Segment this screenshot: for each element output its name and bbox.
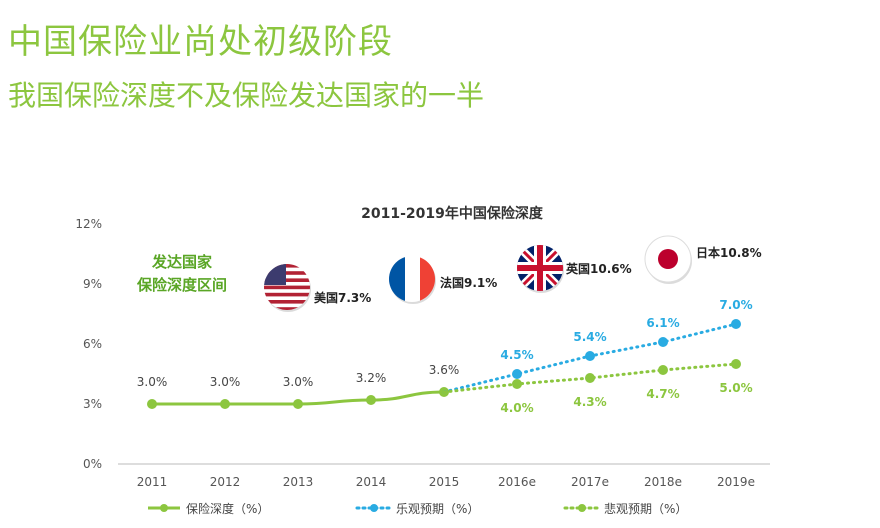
legend-item-base: 保险深度（%） — [148, 501, 269, 516]
data-point — [585, 373, 595, 383]
legend-item-pessimistic: 悲观预期（%） — [563, 501, 687, 516]
slide-title: 中国保险业尚处初级阶段 — [8, 22, 393, 62]
x-tick-label: 2016e — [498, 475, 536, 489]
data-label: 4.3% — [573, 395, 606, 409]
japan-flag — [644, 235, 692, 284]
data-point — [366, 395, 376, 405]
slide-subtitle: 我国保险深度不及保险发达国家的一半 — [8, 79, 485, 112]
data-point — [293, 399, 303, 409]
legend-item-optimistic: 乐观预期（%） — [355, 502, 479, 516]
data-point — [220, 399, 230, 409]
y-tick-label: 6% — [83, 337, 102, 351]
data-point — [512, 379, 522, 389]
x-tick-label: 2015 — [429, 475, 460, 489]
data-label: 6.1% — [646, 316, 679, 330]
x-tick-label: 2011 — [137, 475, 168, 489]
data-label: 4.5% — [500, 348, 533, 362]
data-point — [147, 399, 157, 409]
legend-label: 悲观预期（%） — [604, 501, 687, 516]
data-label: 3.2% — [356, 371, 387, 385]
country-label-usa: 美国7.3% — [314, 290, 371, 305]
band-label-line-2: 保险深度区间 — [136, 276, 227, 294]
data-point — [512, 369, 522, 379]
y-tick-label: 0% — [83, 457, 102, 471]
x-tick-label: 2017e — [571, 475, 609, 489]
x-tick-label: 2019e — [717, 475, 755, 489]
x-axis-ticks: 2011 2012 2013 2014 2015 2016e 2017e 201… — [137, 475, 755, 489]
chart-title: 2011-2019年中国保险深度 — [361, 205, 544, 222]
legend: 保险深度（%） 乐观预期（%） 悲观预期（%） — [148, 501, 687, 516]
data-point — [658, 337, 668, 347]
y-tick-label: 3% — [83, 397, 102, 411]
x-tick-label: 2013 — [283, 475, 314, 489]
x-tick-label: 2018e — [644, 475, 682, 489]
data-label: 4.7% — [646, 387, 679, 401]
legend-label: 保险深度（%） — [186, 501, 269, 516]
uk-flag — [517, 245, 564, 293]
data-point — [731, 359, 741, 369]
legend-label: 乐观预期（%） — [396, 502, 479, 516]
band-label-line-1: 发达国家 — [151, 253, 212, 271]
y-axis-ticks: 0% 3% 6% 9% 12% — [75, 217, 102, 471]
country-label-uk: 英国10.6% — [566, 261, 632, 276]
data-label: 4.0% — [500, 401, 533, 415]
country-label-france: 法国9.1% — [440, 275, 497, 290]
usa-flag — [264, 264, 311, 312]
data-point — [658, 365, 668, 375]
france-flag — [389, 256, 436, 304]
data-point — [731, 319, 741, 329]
x-tick-label: 2012 — [210, 475, 241, 489]
country-label-japan: 日本10.8% — [696, 245, 762, 260]
series-layer: 3.0% 3.0% 3.0% 3.2% 3.6% 4.5% 5.4% 6.1% 7.0% 4.0%… — [137, 298, 753, 415]
y-tick-label: 9% — [83, 277, 102, 291]
data-label: 3.0% — [283, 375, 314, 389]
x-tick-label: 2014 — [356, 475, 387, 489]
data-label: 3.6% — [429, 363, 460, 377]
data-label: 5.0% — [719, 381, 752, 395]
data-label: 7.0% — [719, 298, 752, 312]
data-point — [585, 351, 595, 361]
data-label: 5.4% — [573, 330, 606, 344]
series-line — [442, 362, 738, 394]
data-label: 3.0% — [137, 375, 168, 389]
y-tick-label: 12% — [75, 217, 102, 231]
data-label: 3.0% — [210, 375, 241, 389]
